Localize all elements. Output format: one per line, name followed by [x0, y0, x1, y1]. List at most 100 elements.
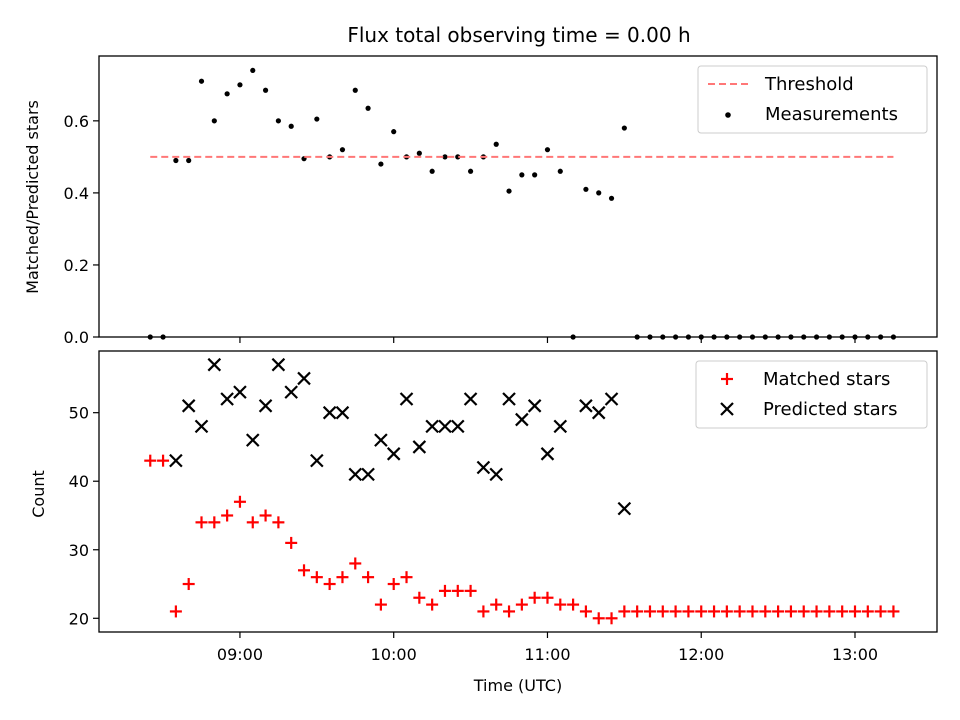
- measurement-point: [378, 161, 384, 167]
- matched-star-point: [874, 605, 887, 618]
- predicted-star-point: [515, 412, 529, 427]
- measurement-point: [583, 186, 589, 192]
- bottom-legend: Matched stars Predicted stars: [695, 360, 928, 429]
- measurement-point: [250, 67, 256, 74]
- matched-star-point: [848, 605, 861, 618]
- x-tick-label: 13:00: [832, 645, 878, 664]
- measurement-point: [519, 172, 525, 178]
- predicted-star-point: [553, 419, 568, 434]
- matched-star-point: [643, 605, 656, 618]
- measurement-point: [173, 157, 179, 164]
- predicted-star-point: [540, 447, 555, 461]
- matched-star-point: [182, 578, 195, 591]
- y-tick-label: 20: [69, 609, 89, 628]
- matched-star-point: [567, 598, 580, 611]
- matched-star-point: [285, 536, 298, 549]
- x-tick-label: 11:00: [524, 645, 570, 664]
- measurement-point: [352, 87, 358, 93]
- predicted-star-point: [310, 453, 324, 468]
- matched-star-point: [374, 598, 387, 611]
- predicted-star-point: [450, 419, 465, 434]
- bottom-y-axis-label: Count: [29, 470, 48, 518]
- measurement-point: [596, 190, 602, 196]
- predicted-star-point: [527, 399, 542, 413]
- measurement-point: [544, 147, 551, 153]
- matched-star-point: [233, 495, 246, 508]
- matched-star-point: [669, 605, 682, 618]
- measurement-point: [621, 125, 627, 131]
- x-tick-label: 10:00: [371, 645, 417, 664]
- matched-star-point: [631, 605, 644, 618]
- predicted-star-point: [284, 385, 298, 399]
- matched-star-point: [503, 605, 516, 618]
- x-tick-label: 09:00: [217, 645, 263, 664]
- matched-star-point: [708, 605, 721, 618]
- matched-star-point: [823, 605, 836, 618]
- predicted-star-point: [476, 460, 491, 475]
- matched-star-point: [887, 605, 900, 618]
- matched-star-point: [169, 605, 182, 618]
- predicted-star-point: [463, 392, 478, 406]
- matched-star-point: [579, 605, 592, 618]
- predicted-star-point: [591, 405, 606, 420]
- matched-star-point: [656, 605, 669, 618]
- measurement-point: [224, 91, 230, 97]
- measurement-point: [442, 154, 448, 160]
- x-axis-label: Time (UTC): [473, 676, 562, 695]
- matched-star-point: [426, 598, 439, 611]
- matched-star-point: [310, 571, 323, 584]
- measurement-point: [532, 172, 538, 178]
- top-x-ticks: [239, 337, 856, 343]
- predicted-star-point: [258, 399, 273, 413]
- matched-star-point: [336, 571, 349, 584]
- predicted-star-point: [425, 419, 439, 434]
- matched-stars-legend-swatch: [721, 373, 733, 385]
- measurement-point: [391, 129, 397, 135]
- matched-stars-series: [144, 454, 900, 625]
- predicted-star-point: [604, 392, 619, 406]
- measurement-point: [506, 188, 512, 194]
- top-panel-frame: [98, 55, 938, 338]
- y-tick-label: 0.0: [64, 328, 89, 347]
- measurement-point: [262, 87, 269, 93]
- predicted-star-point: [361, 467, 375, 482]
- predicted-star-point: [194, 419, 209, 434]
- predicted-star-point: [207, 357, 222, 372]
- matched-star-point: [144, 454, 157, 467]
- measurements-legend-label: Measurements: [765, 104, 898, 125]
- measurements-legend-swatch: [725, 112, 731, 118]
- measurement-point: [493, 141, 499, 147]
- matched-star-point: [157, 454, 170, 467]
- matched-star-point: [400, 571, 413, 584]
- matched-star-point: [490, 598, 503, 611]
- predicted-star-point: [220, 392, 234, 406]
- matched-star-point: [451, 584, 464, 597]
- matched-star-point: [695, 605, 708, 618]
- matched-star-point: [528, 591, 541, 604]
- matched-star-point: [682, 605, 695, 618]
- matched-star-point: [746, 605, 759, 618]
- matched-star-point: [208, 516, 221, 529]
- predicted-stars-series: [169, 357, 632, 516]
- matched-star-point: [246, 516, 259, 529]
- measurement-point: [314, 116, 320, 122]
- y-tick-label: 0.2: [64, 256, 89, 275]
- predicted-star-point: [297, 371, 311, 386]
- matched-star-point: [387, 578, 400, 591]
- matched-star-point: [323, 578, 336, 591]
- measurement-point: [186, 157, 192, 164]
- matched-star-point: [554, 598, 567, 611]
- matched-star-point: [861, 605, 874, 618]
- predicted-star-point: [271, 357, 286, 372]
- matched-star-point: [438, 584, 451, 597]
- bottom-y-ticks: 20 30 40 50: [69, 404, 99, 628]
- predicted-star-point: [322, 405, 337, 420]
- x-tick-label: 12:00: [678, 645, 724, 664]
- predicted-star-point: [617, 501, 632, 516]
- matched-star-point: [836, 605, 849, 618]
- predicted-star-point: [489, 467, 503, 482]
- matched-star-point: [477, 605, 490, 618]
- matched-star-point: [515, 598, 528, 611]
- measurement-point: [275, 118, 281, 124]
